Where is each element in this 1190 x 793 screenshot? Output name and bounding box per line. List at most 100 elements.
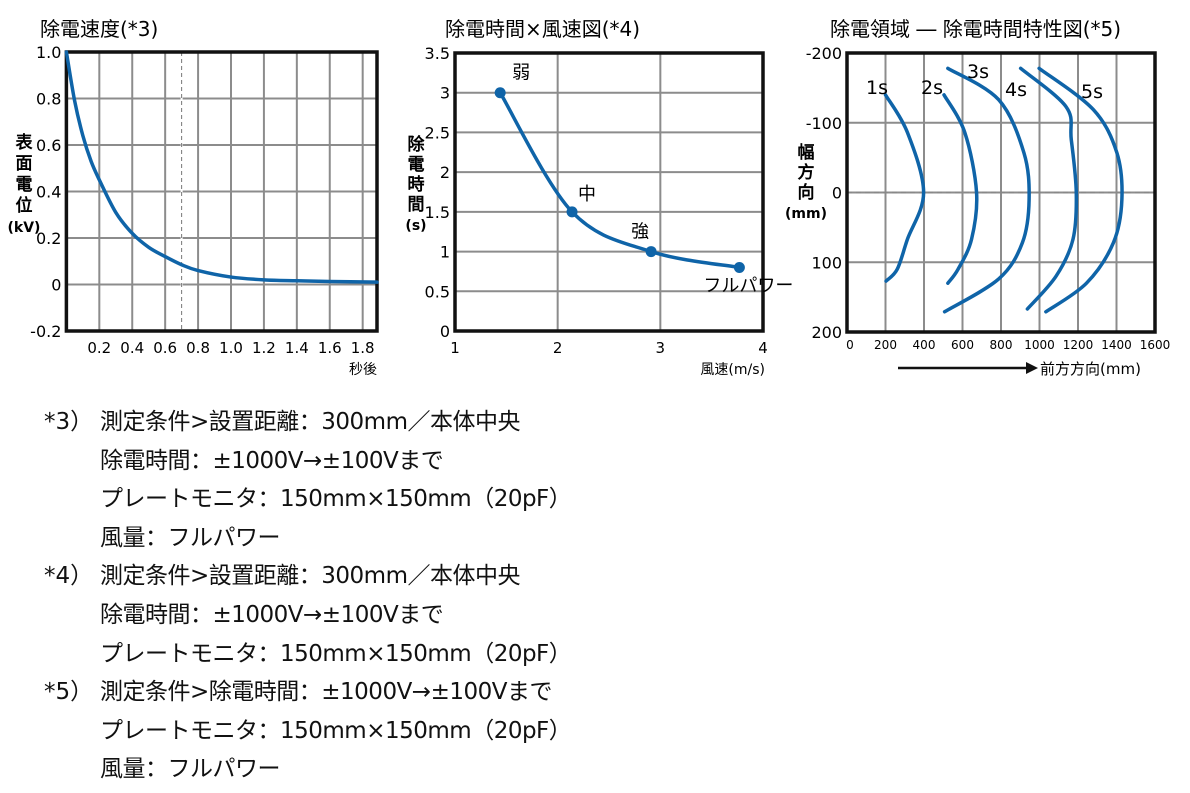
x-tick-label: 0.4 [120, 339, 144, 357]
y-axis-label: 電 [16, 175, 33, 195]
note-line: 除電時間：±1000V→±100Vまで [100, 602, 444, 628]
y-tick-label: 0.8 [36, 90, 61, 109]
plot-frame [453, 51, 765, 333]
curve-label: 1s [866, 77, 888, 99]
note-marker: *3） [44, 409, 94, 435]
note-line: 測定条件>設置距離：300mm／本体中央 [100, 409, 520, 435]
data-point [566, 206, 578, 218]
note-line: 除電時間：±1000V→±100Vまで [100, 447, 444, 474]
data-point [733, 261, 745, 273]
chart-title: 除電領域 ― 除電時間特性図(*5) [830, 17, 1121, 41]
x-tick-label: 1000 [1024, 338, 1055, 352]
y-tick-label: 1 [440, 243, 450, 262]
x-axis-label: 秒後 [349, 362, 377, 378]
curve-label: 2s [921, 77, 943, 99]
note-line: 測定条件>除電時間：±1000V→±100Vまで [100, 679, 553, 706]
x-tick-label: 1.0 [219, 339, 243, 357]
series-line-4s [1018, 66, 1079, 311]
note-line: 測定条件>設置距離：300mm／本体中央 [100, 563, 520, 590]
x-tick-label: 200 [874, 338, 897, 352]
plot-frame [845, 51, 1157, 334]
note-line: 風量：フルパワー [100, 524, 281, 551]
y-tick-label: 0.4 [36, 183, 61, 202]
chart-1: 除電速度(*3) -0.2 0 0.2 0.4 0.6 0.8 1.0 0.2 0.4 0.6 0.8… [8, 17, 379, 378]
x-axis-label: 風速(m/s) [700, 362, 765, 378]
y-tick-label: 0 [832, 184, 842, 203]
y-tick-label: 2 [440, 163, 450, 182]
data-point [645, 246, 657, 258]
series-line-1s [883, 93, 926, 283]
y-axis-label: 電 [408, 155, 425, 175]
series-line-3s [942, 66, 1031, 314]
y-axis-label: 位 [16, 195, 33, 216]
y-tick-label: 1.0 [36, 43, 61, 62]
chart-title: 除電時間×風速図(*4) [445, 17, 640, 41]
y-axis-label: (kV) [8, 220, 41, 236]
y-tick-label: 0.2 [36, 229, 61, 248]
y-tick-label: 3 [440, 84, 450, 103]
x-tick-label: 1.4 [285, 339, 309, 357]
y-axis-label: 向 [798, 182, 815, 203]
y-axis-label: 間 [408, 195, 425, 215]
y-tick-label: 0 [51, 276, 61, 295]
y-tick-label: 2.5 [425, 123, 450, 142]
series-line-5s [1037, 66, 1124, 314]
x-tick-label: 3 [656, 339, 666, 357]
curve-label: 5s [1081, 81, 1103, 103]
chart-2: 除電時間×風速図(*4) 0 0.5 1 1.5 2 2.5 3 3.5 1 2 3 4 除電時間 (s) 弱… [405, 17, 793, 378]
y-axis-label: 時 [408, 174, 425, 195]
x-tick-label: 1600 [1140, 338, 1171, 352]
x-tick-label: 0.6 [153, 339, 177, 357]
y-axis-label: 表 [16, 132, 34, 153]
y-axis-label: (s) [405, 218, 426, 234]
note-line: プレートモニタ：150mm×150mm（20pF） [100, 640, 572, 667]
point-label: フルパワー [703, 275, 793, 296]
x-axis-label: 前方方向(mm) [1040, 360, 1141, 378]
y-tick-label: -0.2 [30, 322, 61, 341]
x-tick-label: 0 [846, 338, 854, 352]
x-tick-label: 0.2 [87, 339, 111, 357]
y-tick-label: -200 [806, 44, 842, 63]
x-tick-label: 1.8 [351, 339, 375, 357]
data-point [494, 87, 506, 99]
y-axis-label: 面 [16, 154, 33, 174]
x-tick-label: 4 [758, 339, 768, 357]
series-line-除電時間 [498, 90, 742, 270]
note-line: プレートモニタ：150mm×150mm（20pF） [100, 486, 572, 513]
y-axis-label: 除 [408, 134, 426, 155]
x-tick-label: 1 [450, 339, 460, 357]
x-tick-label: 400 [913, 338, 936, 352]
x-tick-label: 1400 [1101, 338, 1132, 352]
note-marker: *5） [44, 679, 94, 706]
note-line: プレートモニタ：150mm×150mm（20pF） [100, 717, 572, 744]
series-line-表面電位 [64, 50, 379, 284]
y-tick-label: 0.6 [36, 136, 61, 155]
curve-label: 3s [967, 61, 989, 83]
y-tick-label: 0.5 [425, 282, 450, 301]
point-label: 弱 [512, 63, 530, 84]
chart-title: 除電速度(*3) [40, 17, 158, 41]
x-tick-label: 800 [990, 338, 1013, 352]
note-line: 風量：フルパワー [100, 756, 281, 783]
x-tick-label: 1.2 [252, 339, 276, 357]
y-tick-label: -100 [806, 114, 842, 133]
y-tick-label: 1.5 [425, 203, 450, 222]
arrow-head-icon [1026, 362, 1038, 374]
chart-3: 除電領域 ― 除電時間特性図(*5) -200 -100 0 100 200 0 200 400… [785, 17, 1170, 378]
y-axis-label: 幅 [798, 142, 815, 163]
point-label: 強 [631, 222, 649, 243]
point-label: 中 [578, 184, 596, 205]
x-tick-label: 0.8 [186, 339, 210, 357]
y-tick-label: 100 [811, 253, 842, 272]
x-tick-label: 600 [951, 338, 974, 352]
y-tick-label: 3.5 [425, 44, 450, 63]
y-axis-label: (mm) [785, 206, 827, 222]
x-tick-label: 1200 [1063, 338, 1094, 352]
plot-frame [64, 50, 379, 333]
x-tick-label: 2 [553, 339, 563, 357]
x-tick-label: 1.6 [318, 339, 342, 357]
y-tick-label: 0 [440, 322, 450, 341]
y-axis-label: 方 [798, 162, 815, 183]
note-marker: *4） [44, 563, 94, 590]
y-tick-label: 200 [811, 323, 842, 342]
